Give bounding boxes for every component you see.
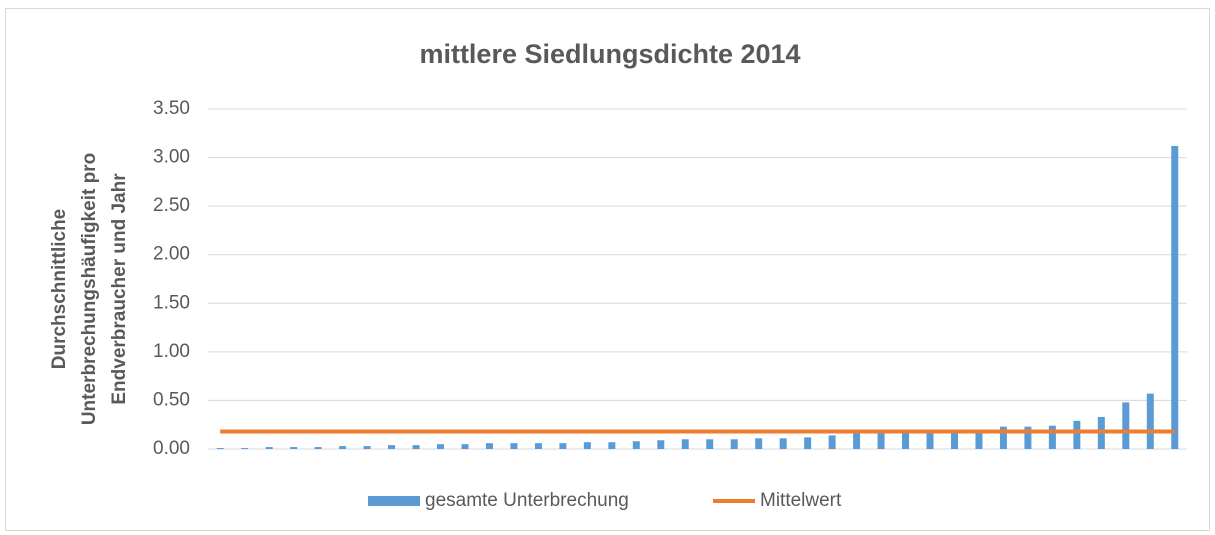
- bar: [412, 445, 420, 449]
- bar: [216, 448, 224, 449]
- bar: [485, 443, 493, 449]
- y-axis-title: Endverbraucher und Jahr: [109, 173, 130, 405]
- y-tick-label: 2.50: [153, 195, 190, 216]
- y-axis-title: Durchschnittliche: [49, 209, 70, 369]
- bar: [999, 426, 1007, 449]
- bar: [388, 445, 396, 449]
- chart-title: mittlere Siedlungsdichte 2014: [419, 39, 800, 69]
- bar: [290, 447, 298, 449]
- y-tick-label: 0.00: [153, 438, 190, 459]
- bar: [681, 439, 689, 449]
- bar: [804, 437, 812, 449]
- bar: [510, 443, 518, 449]
- legend-swatch: [368, 496, 420, 506]
- bar: [706, 439, 714, 449]
- bar: [265, 447, 273, 449]
- bar: [853, 433, 861, 449]
- y-tick-label: 0.50: [153, 389, 190, 410]
- bar: [950, 432, 958, 449]
- bar: [363, 446, 371, 449]
- bar: [559, 443, 567, 449]
- bar: [461, 444, 469, 449]
- y-tick-label: 3.50: [153, 98, 190, 119]
- bar: [902, 432, 910, 449]
- bar: [926, 432, 934, 449]
- bar: [755, 438, 763, 449]
- bar: [779, 438, 787, 449]
- bar: [314, 447, 322, 449]
- bar: [828, 435, 836, 449]
- legend-label: gesamte Unterbrechung: [425, 490, 629, 511]
- y-tick-label: 1.50: [153, 292, 190, 313]
- bar: [632, 441, 640, 449]
- legend-label: Mittelwert: [760, 490, 842, 511]
- bar: [583, 442, 591, 449]
- y-tick-label: 2.00: [153, 244, 190, 265]
- y-tick-label: 1.00: [153, 341, 190, 362]
- y-tick-label: 3.00: [153, 147, 190, 168]
- bar: [975, 431, 983, 449]
- bar: [1073, 420, 1081, 449]
- bar: [1122, 402, 1130, 449]
- bar: [608, 442, 616, 449]
- bar: [1024, 426, 1032, 449]
- bar: [730, 439, 738, 449]
- bar: [534, 443, 542, 449]
- y-axis-title: Unterbrechungshäufigkeit pro: [79, 153, 100, 425]
- bar: [657, 440, 665, 449]
- bar: [339, 446, 347, 449]
- bar: [241, 448, 249, 449]
- bar: [1048, 425, 1056, 449]
- bar: [437, 444, 445, 449]
- bar: [1171, 145, 1179, 449]
- bar: [1146, 393, 1154, 449]
- chart-frame: [5, 8, 1210, 531]
- bar: [877, 432, 885, 449]
